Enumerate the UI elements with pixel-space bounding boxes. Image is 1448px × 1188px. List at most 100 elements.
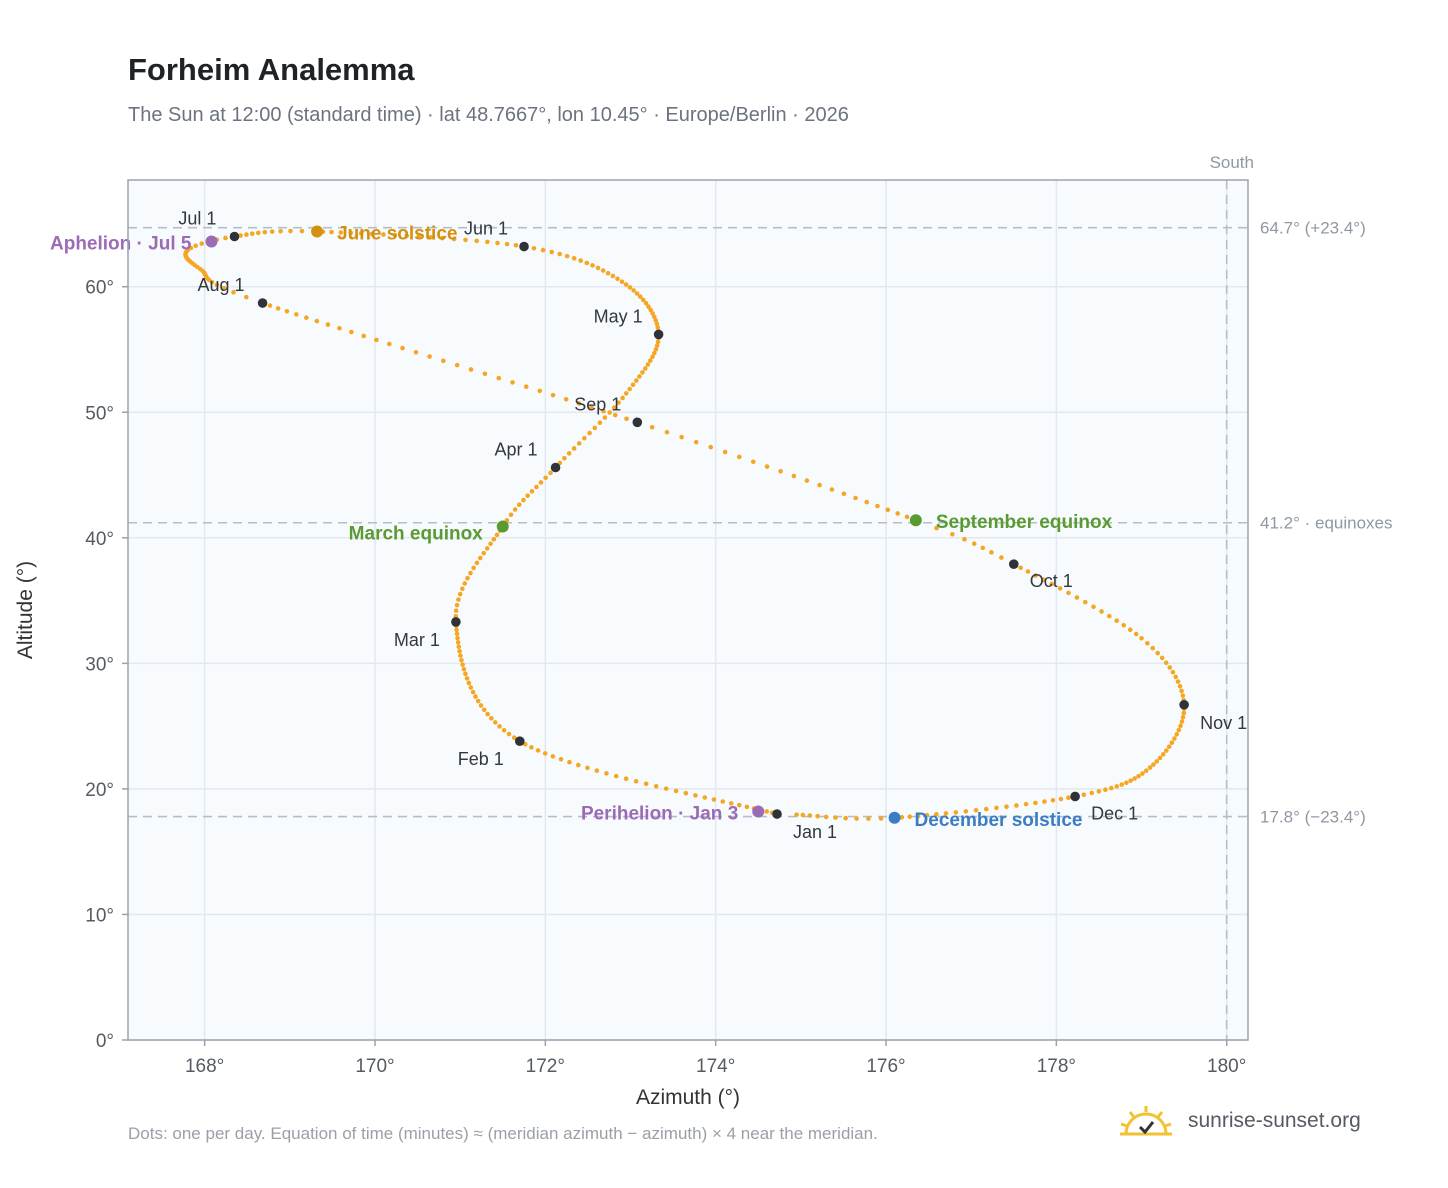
day-dot xyxy=(465,575,470,581)
day-dot xyxy=(778,469,783,474)
day-dot xyxy=(1091,604,1096,610)
day-dot xyxy=(1109,785,1114,791)
reference-line-label: 41.2° · equinoxes xyxy=(1260,514,1393,533)
day-dot xyxy=(481,707,487,713)
markers xyxy=(205,225,1189,824)
day-dot xyxy=(381,232,386,237)
y-tick-label: 60° xyxy=(85,278,114,299)
day-dot xyxy=(463,671,468,677)
day-dot xyxy=(895,511,900,516)
day-dot xyxy=(934,525,939,531)
day-dot xyxy=(284,308,290,314)
day-dot xyxy=(1133,631,1139,637)
day-dot xyxy=(337,325,342,331)
day-dot xyxy=(294,312,299,317)
day-dot xyxy=(1147,765,1153,770)
day-dot xyxy=(558,757,564,762)
day-dot xyxy=(627,386,632,392)
day-dot xyxy=(1157,755,1163,761)
day-dot xyxy=(576,401,582,406)
day-dot xyxy=(653,347,659,352)
day-dot xyxy=(600,268,606,273)
day-dot xyxy=(516,502,522,508)
day-dot xyxy=(428,234,433,240)
day-dot xyxy=(899,814,905,820)
day-dot xyxy=(475,698,481,704)
day-dot xyxy=(1119,782,1125,787)
day-dot xyxy=(244,232,249,237)
day-dot xyxy=(807,813,813,818)
day-dot xyxy=(1099,609,1104,614)
day-dot xyxy=(924,812,930,818)
day-dot xyxy=(1033,800,1038,806)
day-dot xyxy=(193,243,198,249)
month-marker xyxy=(550,462,561,473)
day-dot xyxy=(1066,590,1071,596)
day-dot xyxy=(1154,759,1160,764)
month-label: Feb 1 xyxy=(458,749,504,769)
day-dot xyxy=(1172,736,1177,741)
day-dot xyxy=(1180,693,1186,698)
month-label: Sep 1 xyxy=(574,394,621,414)
day-dot xyxy=(304,315,309,320)
day-dot xyxy=(589,405,594,410)
labels: Jan 1 Feb 1 Mar 1 Apr 1 May 1 Jun 1 Jul 1 Aug 1… xyxy=(50,208,1247,842)
day-dot xyxy=(1004,804,1009,809)
day-dot xyxy=(214,282,220,288)
day-dot xyxy=(653,318,659,323)
event-marker xyxy=(311,225,324,238)
day-dot xyxy=(1114,784,1120,789)
day-dot xyxy=(611,405,617,410)
day-dot xyxy=(1159,655,1165,661)
day-dot xyxy=(1145,640,1150,646)
day-dot xyxy=(474,560,480,566)
brand[interactable]: sunrise-sunset.org xyxy=(1118,1104,1361,1138)
day-dot xyxy=(791,473,797,479)
day-dot xyxy=(1163,748,1169,753)
day-dot xyxy=(1023,801,1029,807)
day-dot xyxy=(278,228,283,234)
day-dot xyxy=(525,493,530,498)
day-dot xyxy=(453,608,459,613)
event-marker xyxy=(496,520,509,533)
day-dot xyxy=(841,491,847,497)
day-dot xyxy=(1167,665,1173,670)
day-dot xyxy=(643,781,649,787)
day-dot xyxy=(267,303,273,308)
day-dot xyxy=(457,591,463,597)
day-dot xyxy=(1057,586,1063,591)
day-dot xyxy=(473,694,478,699)
day-dot xyxy=(1124,780,1129,786)
day-dot xyxy=(907,814,913,819)
day-dot xyxy=(711,797,717,802)
day-dot xyxy=(1139,635,1144,641)
brand-name[interactable]: sunrise-sunset.org xyxy=(1188,1109,1361,1132)
day-dot xyxy=(634,291,640,296)
event-label: Perihelion · Jan 3 xyxy=(581,804,738,825)
day-dot xyxy=(521,497,526,503)
event-marker xyxy=(752,805,765,818)
day-dot xyxy=(478,555,483,561)
x-tick-label: 178° xyxy=(1037,1056,1076,1077)
day-dot xyxy=(1081,792,1087,797)
y-tick-label: 0° xyxy=(96,1031,114,1052)
day-dot xyxy=(199,241,205,246)
day-dot xyxy=(637,374,642,379)
day-dot xyxy=(455,635,460,641)
day-dot xyxy=(649,424,655,430)
y-tick-label: 20° xyxy=(85,780,114,801)
day-dot xyxy=(633,778,639,784)
day-dot xyxy=(653,783,659,789)
day-dot xyxy=(585,765,590,771)
day-dot xyxy=(538,480,544,485)
day-dot xyxy=(537,388,543,394)
day-dot xyxy=(736,802,742,808)
event-label: September equinox xyxy=(936,512,1113,533)
day-dot xyxy=(582,435,587,441)
day-dot xyxy=(513,243,519,248)
day-dot xyxy=(693,439,699,445)
day-dot xyxy=(1155,650,1160,656)
day-dot xyxy=(223,235,228,241)
day-dot xyxy=(720,799,726,804)
day-dot xyxy=(664,429,670,435)
